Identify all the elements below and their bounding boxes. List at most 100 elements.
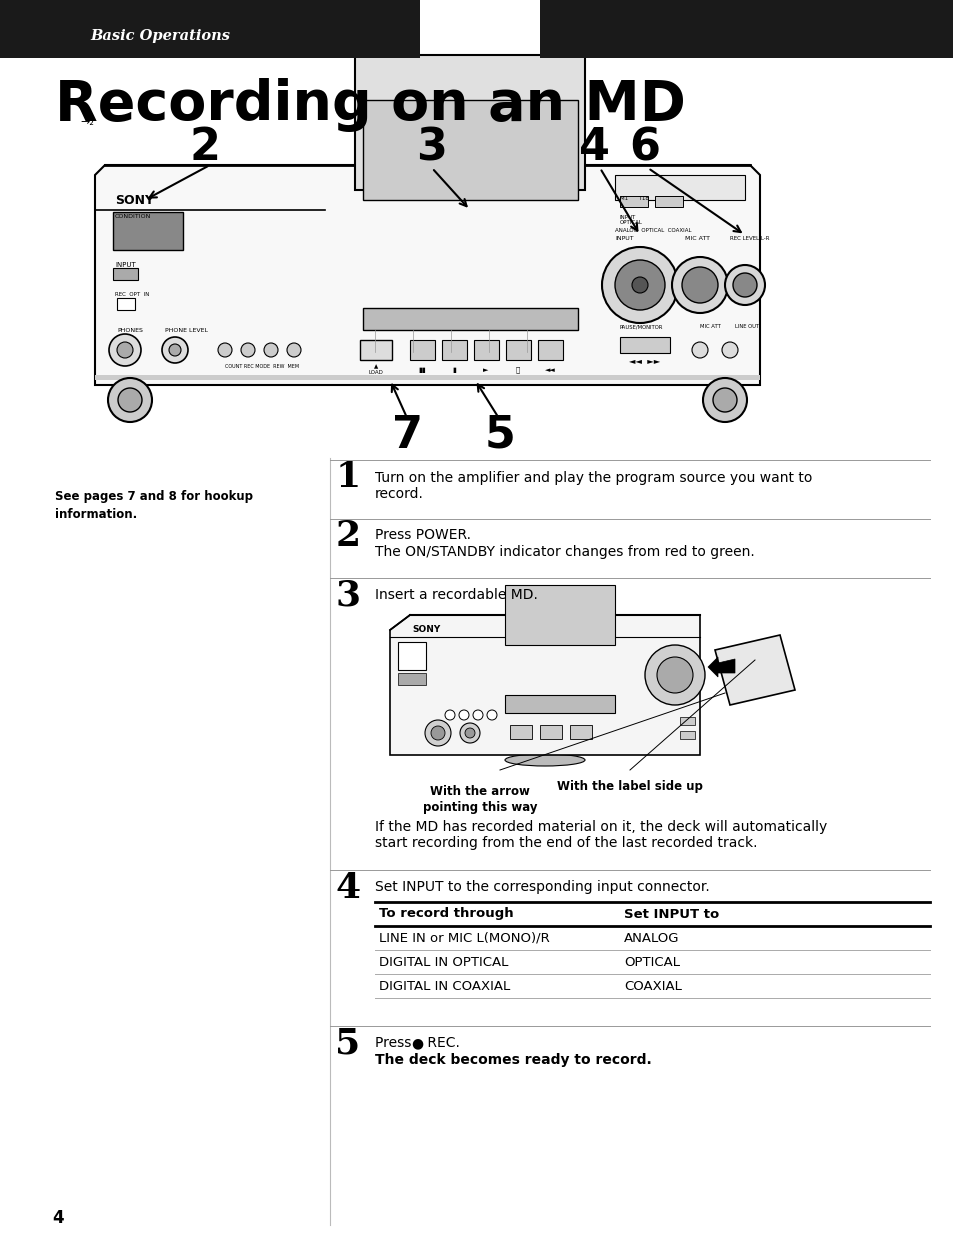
Text: DIGITAL IN OPTICAL: DIGITAL IN OPTICAL xyxy=(378,956,508,968)
Text: ANALOG: ANALOG xyxy=(623,931,679,944)
Text: start recording from the end of the last recorded track.: start recording from the end of the last… xyxy=(375,836,757,850)
Text: ▮: ▮ xyxy=(452,367,456,374)
Text: The deck becomes ready to record.: The deck becomes ready to record. xyxy=(375,1053,651,1067)
Text: Insert a recordable MD.: Insert a recordable MD. xyxy=(375,588,537,602)
Bar xyxy=(112,268,138,280)
Text: 5: 5 xyxy=(484,413,515,456)
Text: PHONES: PHONES xyxy=(117,328,143,333)
Text: ⏹: ⏹ xyxy=(516,366,519,374)
Text: INPUT: INPUT xyxy=(615,236,633,240)
Text: ANALOG  OPTICAL  COAXIAL: ANALOG OPTICAL COAXIAL xyxy=(615,228,691,233)
Circle shape xyxy=(724,265,764,305)
Text: MIC ATT: MIC ATT xyxy=(684,236,709,240)
Text: 3: 3 xyxy=(335,578,360,612)
Text: ◄◄  ►►: ◄◄ ►► xyxy=(629,358,659,366)
Circle shape xyxy=(486,710,497,720)
Bar xyxy=(363,100,578,200)
Text: 7: 7 xyxy=(392,413,423,456)
Circle shape xyxy=(117,342,132,358)
Circle shape xyxy=(444,710,455,720)
Text: LINE OUT: LINE OUT xyxy=(734,324,759,329)
Text: INPUT
OPTICAL: INPUT OPTICAL xyxy=(619,215,642,226)
Circle shape xyxy=(691,342,707,358)
Bar xyxy=(504,584,615,645)
Bar xyxy=(537,340,562,360)
Bar xyxy=(363,308,578,330)
Text: Recording on an MD: Recording on an MD xyxy=(55,78,685,132)
Circle shape xyxy=(241,343,254,358)
Text: M1      T18: M1 T18 xyxy=(619,196,648,201)
Text: 1: 1 xyxy=(335,460,360,494)
Text: REC  OPT  IN: REC OPT IN xyxy=(115,292,150,297)
Text: The ON/STANDBY indicator changes from red to green.: The ON/STANDBY indicator changes from re… xyxy=(375,545,754,559)
Bar xyxy=(539,0,953,58)
Ellipse shape xyxy=(504,755,584,766)
Circle shape xyxy=(464,727,475,739)
Text: With the label side up: With the label side up xyxy=(557,780,702,793)
Text: Set INPUT to: Set INPUT to xyxy=(623,907,719,921)
Circle shape xyxy=(218,343,232,358)
Text: MIC ATT: MIC ATT xyxy=(700,324,720,329)
Text: 4: 4 xyxy=(578,127,610,169)
Text: 3: 3 xyxy=(416,127,447,169)
Circle shape xyxy=(681,268,718,303)
Bar xyxy=(679,718,695,725)
Text: record.: record. xyxy=(375,487,423,501)
Text: REC.: REC. xyxy=(422,1036,459,1051)
Bar xyxy=(504,695,615,713)
Text: Press: Press xyxy=(375,1036,416,1051)
Text: With the arrow
pointing this way: With the arrow pointing this way xyxy=(422,785,537,814)
Text: →₂: →₂ xyxy=(80,117,93,127)
Text: See pages 7 and 8 for hookup
information.: See pages 7 and 8 for hookup information… xyxy=(55,490,253,522)
Polygon shape xyxy=(390,615,700,755)
Bar xyxy=(419,0,539,20)
Circle shape xyxy=(118,388,142,412)
Bar xyxy=(619,196,647,207)
Text: Turn on the amplifier and play the program source you want to: Turn on the amplifier and play the progr… xyxy=(375,471,812,485)
Bar xyxy=(619,337,669,353)
Circle shape xyxy=(458,710,469,720)
Circle shape xyxy=(732,272,757,297)
Circle shape xyxy=(712,388,737,412)
Circle shape xyxy=(108,379,152,422)
Text: COUNT REC MODE  REW  MEM: COUNT REC MODE REW MEM xyxy=(225,365,299,370)
Text: ▲
LOAD: ▲ LOAD xyxy=(368,365,383,375)
Bar xyxy=(117,298,135,309)
Text: To record through: To record through xyxy=(378,907,513,921)
Text: OPTICAL: OPTICAL xyxy=(623,956,679,968)
Text: CONDITION: CONDITION xyxy=(115,215,152,219)
Text: Basic Operations: Basic Operations xyxy=(90,30,230,43)
Circle shape xyxy=(473,710,482,720)
Text: LINE IN or MIC L(MONO)/R: LINE IN or MIC L(MONO)/R xyxy=(378,931,549,944)
Text: ●: ● xyxy=(411,1036,423,1051)
Circle shape xyxy=(424,720,451,746)
Circle shape xyxy=(109,334,141,366)
Circle shape xyxy=(631,277,647,293)
Bar xyxy=(359,340,392,360)
Text: DIGITAL IN COAXIAL: DIGITAL IN COAXIAL xyxy=(378,979,510,993)
Text: ▮▮: ▮▮ xyxy=(417,367,425,374)
Circle shape xyxy=(644,645,704,705)
Bar xyxy=(655,196,682,207)
Bar xyxy=(441,340,467,360)
Circle shape xyxy=(459,723,479,743)
Bar xyxy=(0,0,419,58)
Text: INPUT: INPUT xyxy=(115,261,135,268)
Text: 4: 4 xyxy=(335,870,360,905)
Bar xyxy=(112,212,183,250)
Bar xyxy=(510,725,532,739)
Text: REC LEVEL L-R: REC LEVEL L-R xyxy=(729,236,769,240)
Polygon shape xyxy=(707,657,734,677)
Circle shape xyxy=(702,379,746,422)
Bar xyxy=(397,642,426,670)
Text: 5: 5 xyxy=(335,1027,360,1062)
Text: SONY: SONY xyxy=(412,624,439,634)
Bar xyxy=(410,340,435,360)
Text: Press POWER.: Press POWER. xyxy=(375,528,471,543)
Circle shape xyxy=(162,337,188,363)
Polygon shape xyxy=(714,635,794,705)
Circle shape xyxy=(169,344,181,356)
Text: PAUSE/MONITOR: PAUSE/MONITOR xyxy=(619,324,662,329)
Bar xyxy=(539,725,561,739)
Circle shape xyxy=(615,260,664,309)
